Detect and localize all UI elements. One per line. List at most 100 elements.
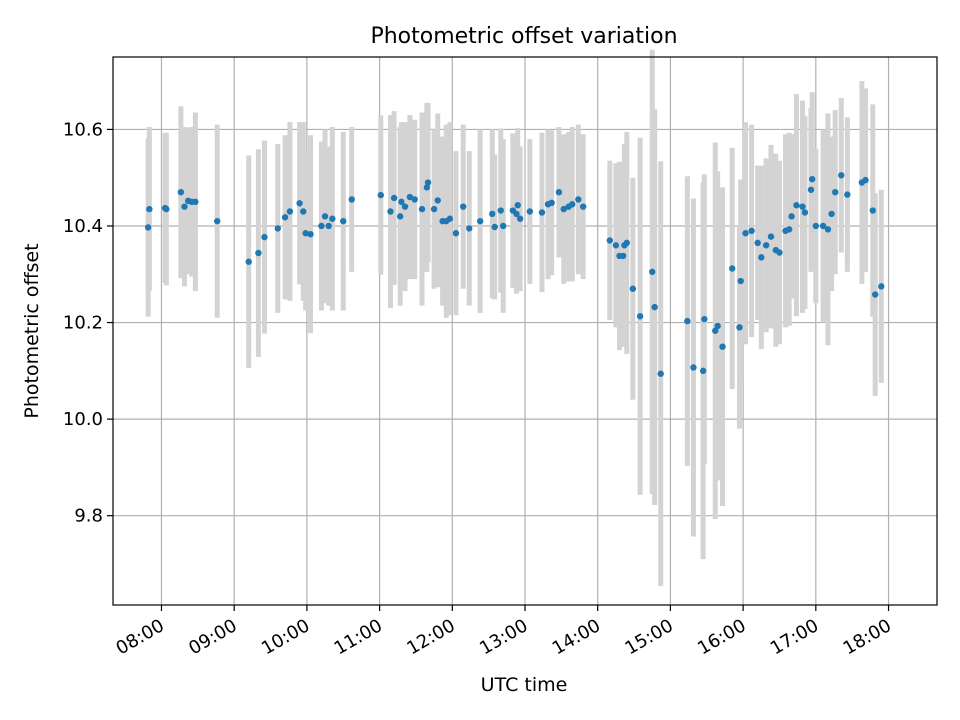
data-point <box>245 258 252 265</box>
data-point <box>767 233 775 240</box>
data-point <box>163 205 170 213</box>
data-point <box>396 213 404 220</box>
data-point <box>657 370 664 377</box>
data-point <box>466 225 473 232</box>
x-axis-label: UTC time <box>481 674 568 696</box>
data-point <box>619 252 627 260</box>
data-point <box>832 188 839 196</box>
data-point <box>434 197 441 204</box>
data-point <box>526 208 534 215</box>
data-point <box>192 198 199 206</box>
data-point <box>560 205 567 213</box>
data-point <box>491 223 498 231</box>
data-point <box>177 188 185 196</box>
data-point <box>296 200 303 207</box>
data-point <box>754 239 761 247</box>
data-point <box>736 324 743 331</box>
data-point <box>513 210 520 218</box>
data-point <box>714 322 721 330</box>
data-point <box>514 202 521 209</box>
data-point <box>281 214 289 221</box>
data-point <box>629 285 637 292</box>
data-point <box>318 222 325 230</box>
data-point <box>401 203 409 210</box>
y-axis-label: Photometric offset <box>21 243 43 418</box>
data-point <box>321 213 329 220</box>
data-point <box>398 198 405 206</box>
data-point <box>869 207 876 214</box>
data-point <box>406 193 414 201</box>
data-point <box>712 327 719 334</box>
data-point <box>606 237 614 244</box>
data-point <box>878 283 885 290</box>
data-point <box>636 313 644 320</box>
y-tick-label: 9.8 <box>74 506 103 527</box>
data-point <box>300 208 307 215</box>
data-point <box>785 226 793 233</box>
data-point <box>489 210 496 218</box>
data-point <box>729 265 736 272</box>
data-point <box>844 191 851 198</box>
data-point <box>699 367 707 375</box>
data-point <box>274 225 281 232</box>
data-point <box>286 208 294 215</box>
data-point <box>348 196 355 203</box>
y-tick-label: 10.6 <box>63 119 103 140</box>
data-point <box>387 208 394 215</box>
data-point <box>719 343 726 350</box>
data-point <box>555 188 563 196</box>
data-point <box>307 230 314 238</box>
data-point <box>579 203 587 210</box>
data-point <box>214 217 221 225</box>
data-point <box>569 201 576 208</box>
data-point <box>690 364 697 371</box>
y-axis: 9.8 10.0 10.2 10.4 10.6 <box>63 119 113 527</box>
data-point <box>430 205 438 213</box>
data-point <box>423 184 431 191</box>
data-point <box>476 217 484 225</box>
data-point <box>758 254 765 261</box>
data-point <box>411 196 418 203</box>
y-tick-label: 10.0 <box>63 409 103 430</box>
data-point <box>649 268 656 276</box>
data-point <box>460 203 467 210</box>
data-point <box>776 249 783 256</box>
data-point <box>862 176 869 184</box>
data-point <box>748 227 755 235</box>
data-point <box>807 186 815 193</box>
data-point <box>793 202 800 209</box>
data-point <box>612 242 620 249</box>
data-point <box>340 217 347 225</box>
data-point <box>390 194 398 202</box>
data-point <box>828 210 835 218</box>
data-point <box>516 215 524 222</box>
data-point <box>824 226 832 233</box>
data-point <box>701 315 708 323</box>
data-point <box>181 203 188 210</box>
data-point <box>377 191 384 199</box>
data-point <box>499 222 507 230</box>
data-point <box>446 215 454 222</box>
data-points <box>144 172 885 377</box>
data-point <box>623 239 630 247</box>
data-point <box>548 199 555 207</box>
data-point <box>737 277 744 285</box>
y-tick-label: 10.2 <box>63 313 103 334</box>
data-point <box>497 207 504 214</box>
data-point <box>144 224 152 231</box>
data-point <box>418 205 426 213</box>
data-point <box>424 179 432 186</box>
data-point <box>872 291 879 298</box>
data-point <box>302 230 309 237</box>
data-point <box>762 242 770 249</box>
data-point <box>146 205 153 213</box>
data-point <box>742 230 749 237</box>
data-point <box>261 233 268 241</box>
chart-title: Photometric offset variation <box>370 24 677 49</box>
data-point <box>808 175 816 183</box>
data-point <box>255 249 262 257</box>
data-point <box>329 215 336 222</box>
data-point <box>838 172 845 179</box>
data-point <box>801 209 809 216</box>
